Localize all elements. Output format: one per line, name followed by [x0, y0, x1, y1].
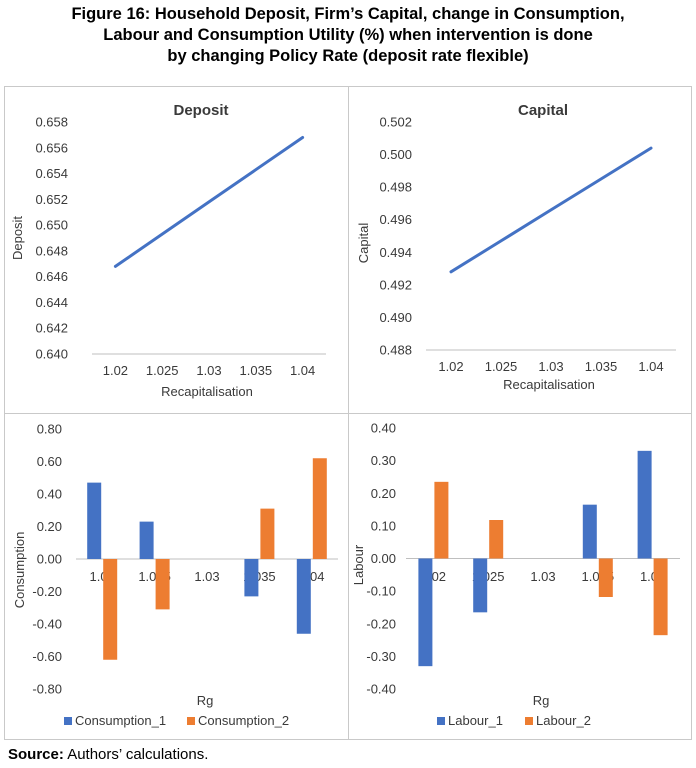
- consumption-ytick-label: 0.40: [37, 487, 62, 502]
- consumption-bar-consumption-2: [155, 559, 170, 610]
- capital-y-axis-title: Capital: [356, 223, 371, 264]
- labour-bar-labour-1: [582, 504, 597, 559]
- labour-legend-label-1: Labour_1: [448, 713, 503, 728]
- labour-legend-swatch-1: [437, 717, 445, 725]
- consumption-legend-swatch-2: [187, 717, 195, 725]
- deposit-xtick-label: 1.03: [196, 363, 221, 378]
- consumption-x-axis-title: Rg: [197, 693, 214, 708]
- deposit-xtick-label: 1.04: [290, 363, 315, 378]
- consumption-ytick-label: 0.00: [37, 552, 62, 567]
- consumption-legend-label-2: Consumption_2: [198, 713, 289, 728]
- consumption-ytick-label: 0.20: [37, 519, 62, 534]
- labour-ytick-label: 0.40: [371, 421, 396, 436]
- source-label: Source:: [8, 746, 64, 763]
- capital-ytick-label: 0.502: [379, 115, 412, 130]
- capital-ytick-label: 0.492: [379, 277, 412, 292]
- labour-ytick-label: 0.00: [371, 551, 396, 566]
- figure-title-line-1: Figure 16: Household Deposit, Firm’s Cap…: [71, 5, 625, 23]
- consumption-bar-consumption-1: [139, 521, 154, 559]
- deposit-x-axis-title: Recapitalisation: [161, 384, 253, 399]
- deposit-ytick-label: 0.658: [35, 115, 68, 130]
- source-text: Authors’ calculations.: [63, 746, 209, 763]
- figure-title: Figure 16: Household Deposit, Firm’s Cap…: [0, 4, 696, 67]
- labour-y-axis-title: Labour: [351, 544, 366, 585]
- labour-xtick-label: 1.03: [530, 569, 555, 584]
- labour-x-axis-title: Rg: [533, 693, 550, 708]
- labour-bar-labour-1: [473, 558, 488, 613]
- labour-ytick-label: 0.20: [371, 486, 396, 501]
- labour-ytick-label: 0.10: [371, 518, 396, 533]
- capital-chart-title: Capital: [518, 102, 568, 119]
- consumption-bar-consumption-1: [87, 482, 102, 559]
- capital-ytick-label: 0.490: [379, 310, 412, 325]
- labour-ytick-label: -0.30: [366, 649, 396, 664]
- consumption-legend-swatch-1: [64, 717, 72, 725]
- deposit-ytick-label: 0.640: [35, 347, 68, 362]
- capital-xtick-label: 1.03: [538, 359, 563, 374]
- source-note: Source: Authors’ calculations.: [8, 746, 208, 763]
- capital-xtick-label: 1.04: [638, 359, 663, 374]
- capital-xtick-label: 1.025: [485, 359, 518, 374]
- deposit-ytick-label: 0.642: [35, 321, 68, 336]
- deposit-ytick-label: 0.648: [35, 243, 68, 258]
- figure-title-line-3: by changing Policy Rate (deposit rate fl…: [167, 47, 529, 65]
- labour-bar-labour-2: [598, 558, 613, 597]
- capital-x-axis-title: Recapitalisation: [503, 377, 595, 392]
- capital-ytick-label: 0.496: [379, 212, 412, 227]
- capital-xtick-label: 1.035: [585, 359, 618, 374]
- labour-bar-labour-1: [637, 450, 652, 559]
- labour-bar-labour-2: [653, 558, 668, 636]
- labour-legend-label-2: Labour_2: [536, 713, 591, 728]
- labour-bar-labour-1: [418, 558, 433, 667]
- deposit-xtick-label: 1.025: [146, 363, 179, 378]
- labour-ytick-label: -0.10: [366, 584, 396, 599]
- labour-bar-labour-2: [434, 481, 449, 559]
- deposit-ytick-label: 0.650: [35, 218, 68, 233]
- labour-ytick-label: 0.30: [371, 453, 396, 468]
- consumption-y-axis-title: Consumption: [12, 532, 27, 609]
- capital-xtick-label: 1.02: [438, 359, 463, 374]
- consumption-ytick-label: 0.60: [37, 454, 62, 469]
- consumption-bar-consumption-2: [312, 458, 327, 559]
- consumption-ytick-label: -0.40: [32, 617, 62, 632]
- deposit-series-line: [113, 136, 305, 268]
- deposit-xtick-label: 1.035: [240, 363, 273, 378]
- labour-ytick-label: -0.40: [366, 682, 396, 697]
- capital-ytick-label: 0.498: [379, 180, 412, 195]
- capital-ytick-label: 0.500: [379, 147, 412, 162]
- deposit-ytick-label: 0.654: [35, 166, 68, 181]
- deposit-ytick-label: 0.652: [35, 192, 68, 207]
- capital-ytick-label: 0.494: [379, 245, 412, 260]
- consumption-ytick-label: -0.20: [32, 584, 62, 599]
- deposit-ytick-label: 0.644: [35, 295, 68, 310]
- consumption-bar-consumption-1: [244, 559, 259, 597]
- consumption-ytick-label: -0.60: [32, 649, 62, 664]
- deposit-ytick-label: 0.646: [35, 269, 68, 284]
- consumption-ytick-label: -0.80: [32, 682, 62, 697]
- labour-bar-labour-2: [489, 520, 504, 559]
- deposit-xtick-label: 1.02: [103, 363, 128, 378]
- consumption-bar-consumption-1: [296, 559, 311, 634]
- figure-title-line-2: Labour and Consumption Utility (%) when …: [103, 26, 593, 44]
- capital-series-line: [449, 146, 653, 274]
- deposit-chart-title: Deposit: [173, 102, 228, 119]
- consumption-bar-consumption-2: [260, 508, 275, 559]
- chart-grid-divider-horizontal: [4, 413, 692, 414]
- deposit-ytick-label: 0.656: [35, 140, 68, 155]
- consumption-legend-label-1: Consumption_1: [75, 713, 166, 728]
- consumption-ytick-label: 0.80: [37, 422, 62, 437]
- consumption-bar-consumption-2: [103, 559, 118, 660]
- labour-ytick-label: -0.20: [366, 616, 396, 631]
- labour-legend-swatch-2: [525, 717, 533, 725]
- consumption-xtick-label: 1.03: [194, 569, 219, 584]
- capital-ytick-label: 0.488: [379, 343, 412, 358]
- deposit-y-axis-title: Deposit: [10, 216, 25, 260]
